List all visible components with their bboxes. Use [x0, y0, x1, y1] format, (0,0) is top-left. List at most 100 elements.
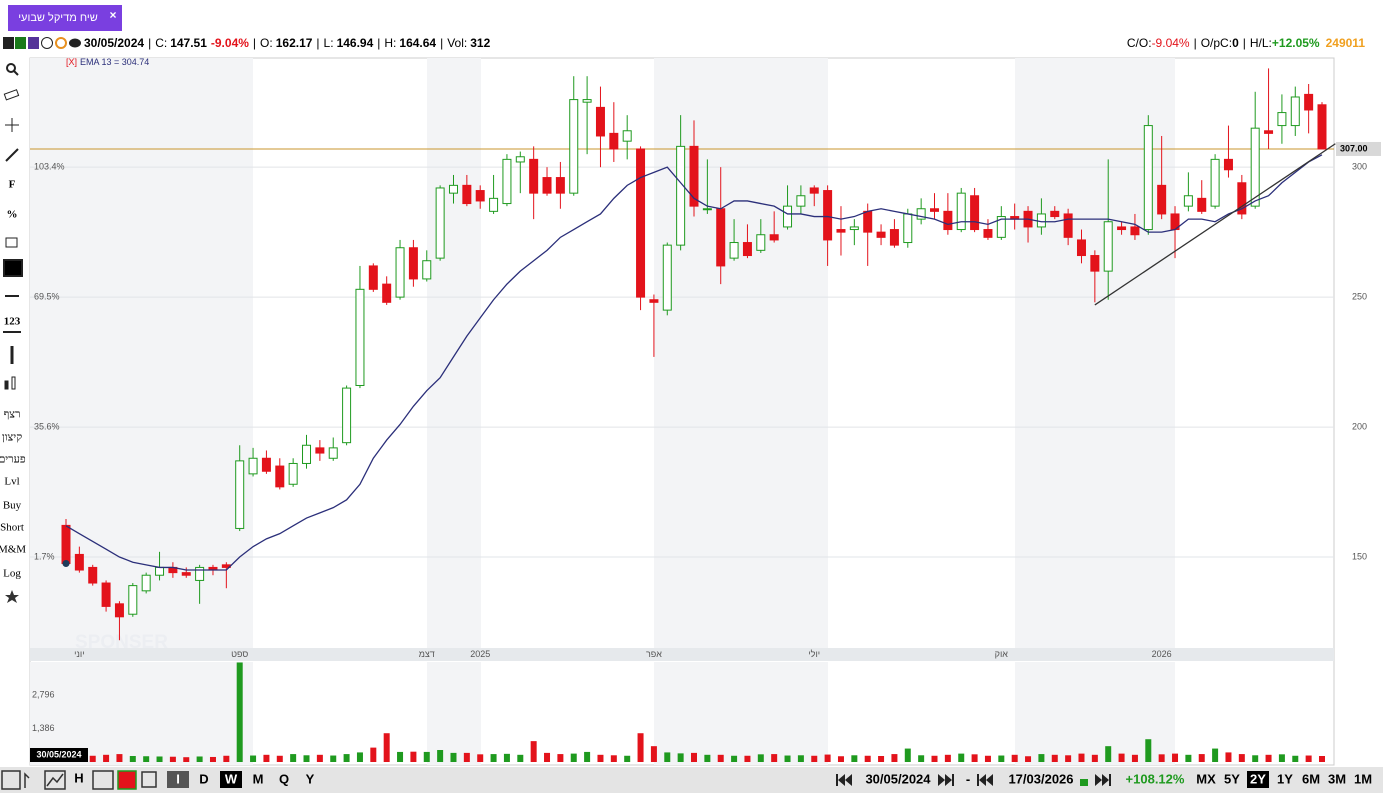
range-button[interactable]: 6M: [1302, 771, 1320, 786]
range-button[interactable]: 5Y: [1224, 771, 1240, 786]
volume-bar: [1158, 754, 1165, 762]
volume-bar: [1172, 753, 1179, 762]
tool-mm[interactable]: M&M: [0, 544, 26, 556]
volume-bar: [1105, 746, 1112, 762]
volume-bar: [650, 746, 657, 762]
tool-percent[interactable]: %: [7, 209, 18, 221]
candle-body: [769, 234, 779, 241]
toolbar-icons[interactable]: [3, 63, 23, 603]
volume-bar: [450, 752, 457, 762]
candle-body: [956, 192, 966, 231]
period-button[interactable]: Q: [279, 771, 289, 786]
period-button[interactable]: W: [225, 771, 238, 786]
x-tick-label: יולי: [808, 649, 820, 659]
volume-bar: [717, 754, 724, 762]
range-to[interactable]: 17/03/2026: [1008, 771, 1073, 786]
tool-log[interactable]: Log: [3, 568, 21, 580]
candle-body: [302, 444, 312, 464]
candle-body: [809, 187, 819, 194]
range-from[interactable]: 30/05/2024: [865, 771, 931, 786]
period-button[interactable]: M: [253, 771, 264, 786]
volume-bar: [971, 754, 978, 762]
volume-bar: [664, 752, 671, 762]
tool-short[interactable]: Short: [0, 522, 24, 534]
volume-bar: [156, 756, 163, 762]
candle-body: [1103, 221, 1113, 272]
candle-body: [1036, 213, 1046, 228]
range-button[interactable]: 3M: [1328, 771, 1346, 786]
volume-bar: [276, 755, 283, 762]
nav-icons[interactable]: [836, 774, 1111, 786]
x-tick-label: יוני: [74, 649, 85, 659]
volume-bar: [904, 748, 911, 762]
volume-bar: [343, 754, 350, 762]
tab[interactable]: [8, 5, 122, 31]
period-i-box[interactable]: [167, 771, 189, 788]
candle-body: [676, 145, 686, 246]
tool-gaps[interactable]: פערים: [0, 454, 26, 466]
header-stats: C/O:-9.04% | O/pC:0 | H/L:+12.05% 249011: [1127, 36, 1365, 50]
range-button[interactable]: 1Y: [1277, 771, 1293, 786]
candle-body: [74, 553, 84, 571]
ema-start-dot: [62, 560, 70, 568]
volume-bar: [1025, 756, 1032, 762]
volume-bar: [410, 751, 417, 762]
candle-body: [382, 283, 392, 303]
candle-body: [315, 447, 325, 454]
range-2y-box[interactable]: [1247, 771, 1269, 788]
x-tick-label: אפר: [646, 649, 662, 659]
volume-bar: [931, 755, 938, 762]
period-button[interactable]: D: [199, 771, 208, 786]
candle-body: [796, 195, 806, 207]
candle-body: [462, 184, 472, 205]
candle-body: [261, 457, 271, 472]
cursor-date: 30/05/2024: [36, 749, 81, 759]
volume-bar: [771, 754, 778, 762]
volume-bar: [1051, 754, 1058, 762]
candle-body: [836, 229, 846, 233]
volume-bar: [731, 755, 738, 762]
volume-bar: [1252, 755, 1259, 762]
candle-body: [489, 197, 499, 212]
tool-lvl[interactable]: Lvl: [4, 476, 19, 488]
bottom-h[interactable]: H: [74, 770, 83, 785]
range-button[interactable]: MX: [1196, 771, 1216, 786]
y-tick-label: 300: [1352, 162, 1367, 172]
tool-extreme[interactable]: קיצון: [2, 432, 22, 444]
tool-streak[interactable]: רצף: [4, 409, 21, 421]
volume-bar: [223, 755, 230, 762]
volume-bar: [1131, 754, 1138, 762]
volume-bar: [757, 754, 764, 762]
volume-bar: [944, 754, 951, 762]
tool-buy[interactable]: Buy: [3, 500, 22, 512]
range-button[interactable]: 1M: [1354, 771, 1372, 786]
volume-bar: [330, 755, 337, 762]
volume-bar: [744, 755, 751, 762]
tool-count[interactable]: 123: [4, 316, 21, 328]
range-change: +108.12%: [1126, 771, 1185, 786]
candle-body: [970, 195, 980, 231]
period-button[interactable]: Y: [306, 771, 315, 786]
candle-body: [702, 208, 712, 211]
ema-line: [65, 154, 1323, 571]
volume-bar: [704, 754, 711, 762]
candle-body: [1277, 112, 1287, 127]
bottom-icons[interactable]: [1, 770, 157, 790]
volume-bar: [490, 754, 497, 762]
period-w-box[interactable]: [220, 771, 242, 788]
candle-body: [1143, 125, 1153, 231]
volume-bar: [891, 754, 898, 762]
period-button[interactable]: I: [176, 771, 180, 786]
candle-body: [155, 566, 165, 576]
watermark: SPONSER: [75, 632, 168, 653]
volume-bar: [303, 755, 310, 762]
volume-bar: [1305, 755, 1312, 762]
tool-fib[interactable]: F: [9, 179, 16, 191]
volume-bar: [370, 747, 377, 762]
candle-body: [368, 265, 378, 290]
volume-tick-label: 1,386: [32, 723, 55, 733]
candle-body: [114, 603, 124, 618]
candle-body: [983, 229, 993, 238]
tab-close[interactable]: ×: [109, 8, 116, 22]
range-button[interactable]: 2Y: [1250, 771, 1266, 786]
